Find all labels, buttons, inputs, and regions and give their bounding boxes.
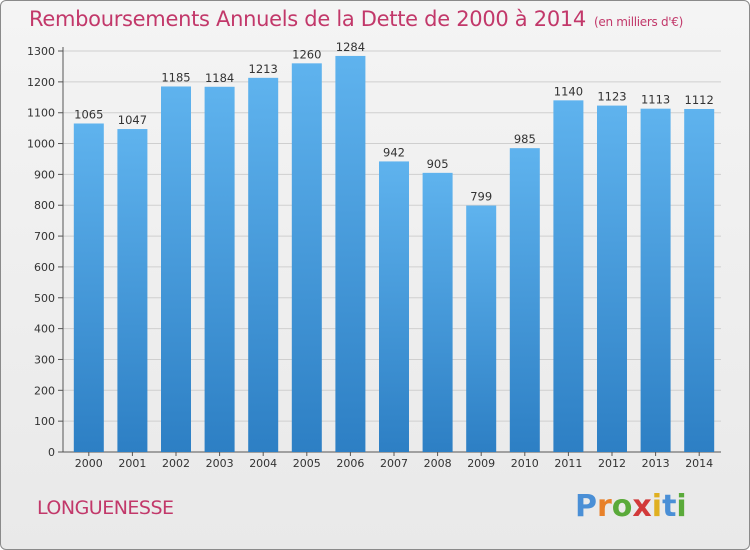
x-tick-label-2005: 2005 xyxy=(293,457,321,470)
bar-2008 xyxy=(422,172,453,453)
bar-2009 xyxy=(466,205,497,452)
proxiti-logo: Proxiti xyxy=(575,489,687,524)
bar-2002 xyxy=(161,86,191,452)
chart-title: Remboursements Annuels de la Dette de 20… xyxy=(29,7,683,31)
data-label-2010: 985 xyxy=(514,132,536,146)
logo-letter: i xyxy=(651,489,663,524)
y-tick-label: 200 xyxy=(34,384,55,397)
data-label-2004: 1213 xyxy=(249,62,278,76)
bar-2013 xyxy=(640,108,671,452)
logo-letter: r xyxy=(597,489,612,524)
data-label-2006: 1284 xyxy=(336,40,365,54)
data-label-2001: 1047 xyxy=(118,113,147,127)
data-label-2002: 1185 xyxy=(161,70,190,84)
y-tick-label: 0 xyxy=(48,446,55,459)
x-tick-label-2001: 2001 xyxy=(118,457,146,470)
logo-letter: x xyxy=(632,489,652,524)
bar-2007 xyxy=(379,161,409,452)
data-label-2003: 1184 xyxy=(205,71,234,85)
logo-letter: P xyxy=(575,489,597,524)
y-tick-label: 900 xyxy=(34,168,55,181)
bar-2003 xyxy=(204,86,235,452)
bar-2004 xyxy=(248,77,279,452)
y-tick-label: 600 xyxy=(34,261,55,274)
bar-2011 xyxy=(553,100,584,452)
data-label-2009: 799 xyxy=(470,190,492,204)
bar-2005 xyxy=(291,63,322,452)
logo-letter: t xyxy=(662,489,677,524)
bar-2006 xyxy=(335,55,366,452)
data-labels: 1065 2000 1047 2001 1185 2002 1184 2003 1213 2004… xyxy=(74,40,714,470)
x-tick-label-2000: 2000 xyxy=(75,457,103,470)
data-label-2005: 1260 xyxy=(292,47,321,61)
chart-title-text: Remboursements Annuels de la Dette de 20… xyxy=(29,7,586,31)
x-tick-label-2010: 2010 xyxy=(511,457,539,470)
data-label-2013: 1113 xyxy=(641,93,670,107)
data-label-2000: 1065 xyxy=(74,107,103,121)
y-tick-label: 1100 xyxy=(27,107,55,120)
logo-letter: i xyxy=(676,489,687,524)
x-tick-label-2014: 2014 xyxy=(685,457,713,470)
data-label-2012: 1123 xyxy=(597,90,626,104)
x-tick-label-2013: 2013 xyxy=(642,457,670,470)
y-tick-label: 500 xyxy=(34,292,55,305)
data-label-2014: 1112 xyxy=(685,93,714,107)
bar-2000 xyxy=(73,123,104,452)
city-name: LONGUENESSE xyxy=(37,497,174,519)
chart-unit: (en milliers d'€) xyxy=(594,15,684,29)
logo-letter: o xyxy=(611,489,633,524)
y-tick-label: 1000 xyxy=(27,138,55,151)
y-tick-label: 1300 xyxy=(27,45,55,58)
x-tick-label-2004: 2004 xyxy=(249,457,277,470)
y-tick-label: 100 xyxy=(34,415,55,428)
bar-2012 xyxy=(597,105,627,453)
x-tick-label-2011: 2011 xyxy=(554,457,582,470)
data-label-2007: 942 xyxy=(383,145,405,159)
data-label-2011: 1140 xyxy=(554,84,583,98)
bar-2001 xyxy=(117,129,148,452)
x-tick-label-2003: 2003 xyxy=(206,457,234,470)
y-tick-label: 300 xyxy=(34,353,55,366)
bar-2010 xyxy=(509,148,540,452)
y-tick-label: 400 xyxy=(34,323,55,336)
bars xyxy=(73,55,715,453)
x-tick-label-2012: 2012 xyxy=(598,457,626,470)
x-tick-label-2007: 2007 xyxy=(380,457,408,470)
bar-2014 xyxy=(684,108,715,452)
y-tick-label: 1200 xyxy=(27,76,55,89)
x-tick-label-2008: 2008 xyxy=(424,457,452,470)
x-tick-label-2009: 2009 xyxy=(467,457,495,470)
x-tick-label-2006: 2006 xyxy=(336,457,364,470)
y-tick-label: 800 xyxy=(34,199,55,212)
x-tick-label-2002: 2002 xyxy=(162,457,190,470)
y-tick-label: 700 xyxy=(34,230,55,243)
data-label-2008: 905 xyxy=(427,157,449,171)
